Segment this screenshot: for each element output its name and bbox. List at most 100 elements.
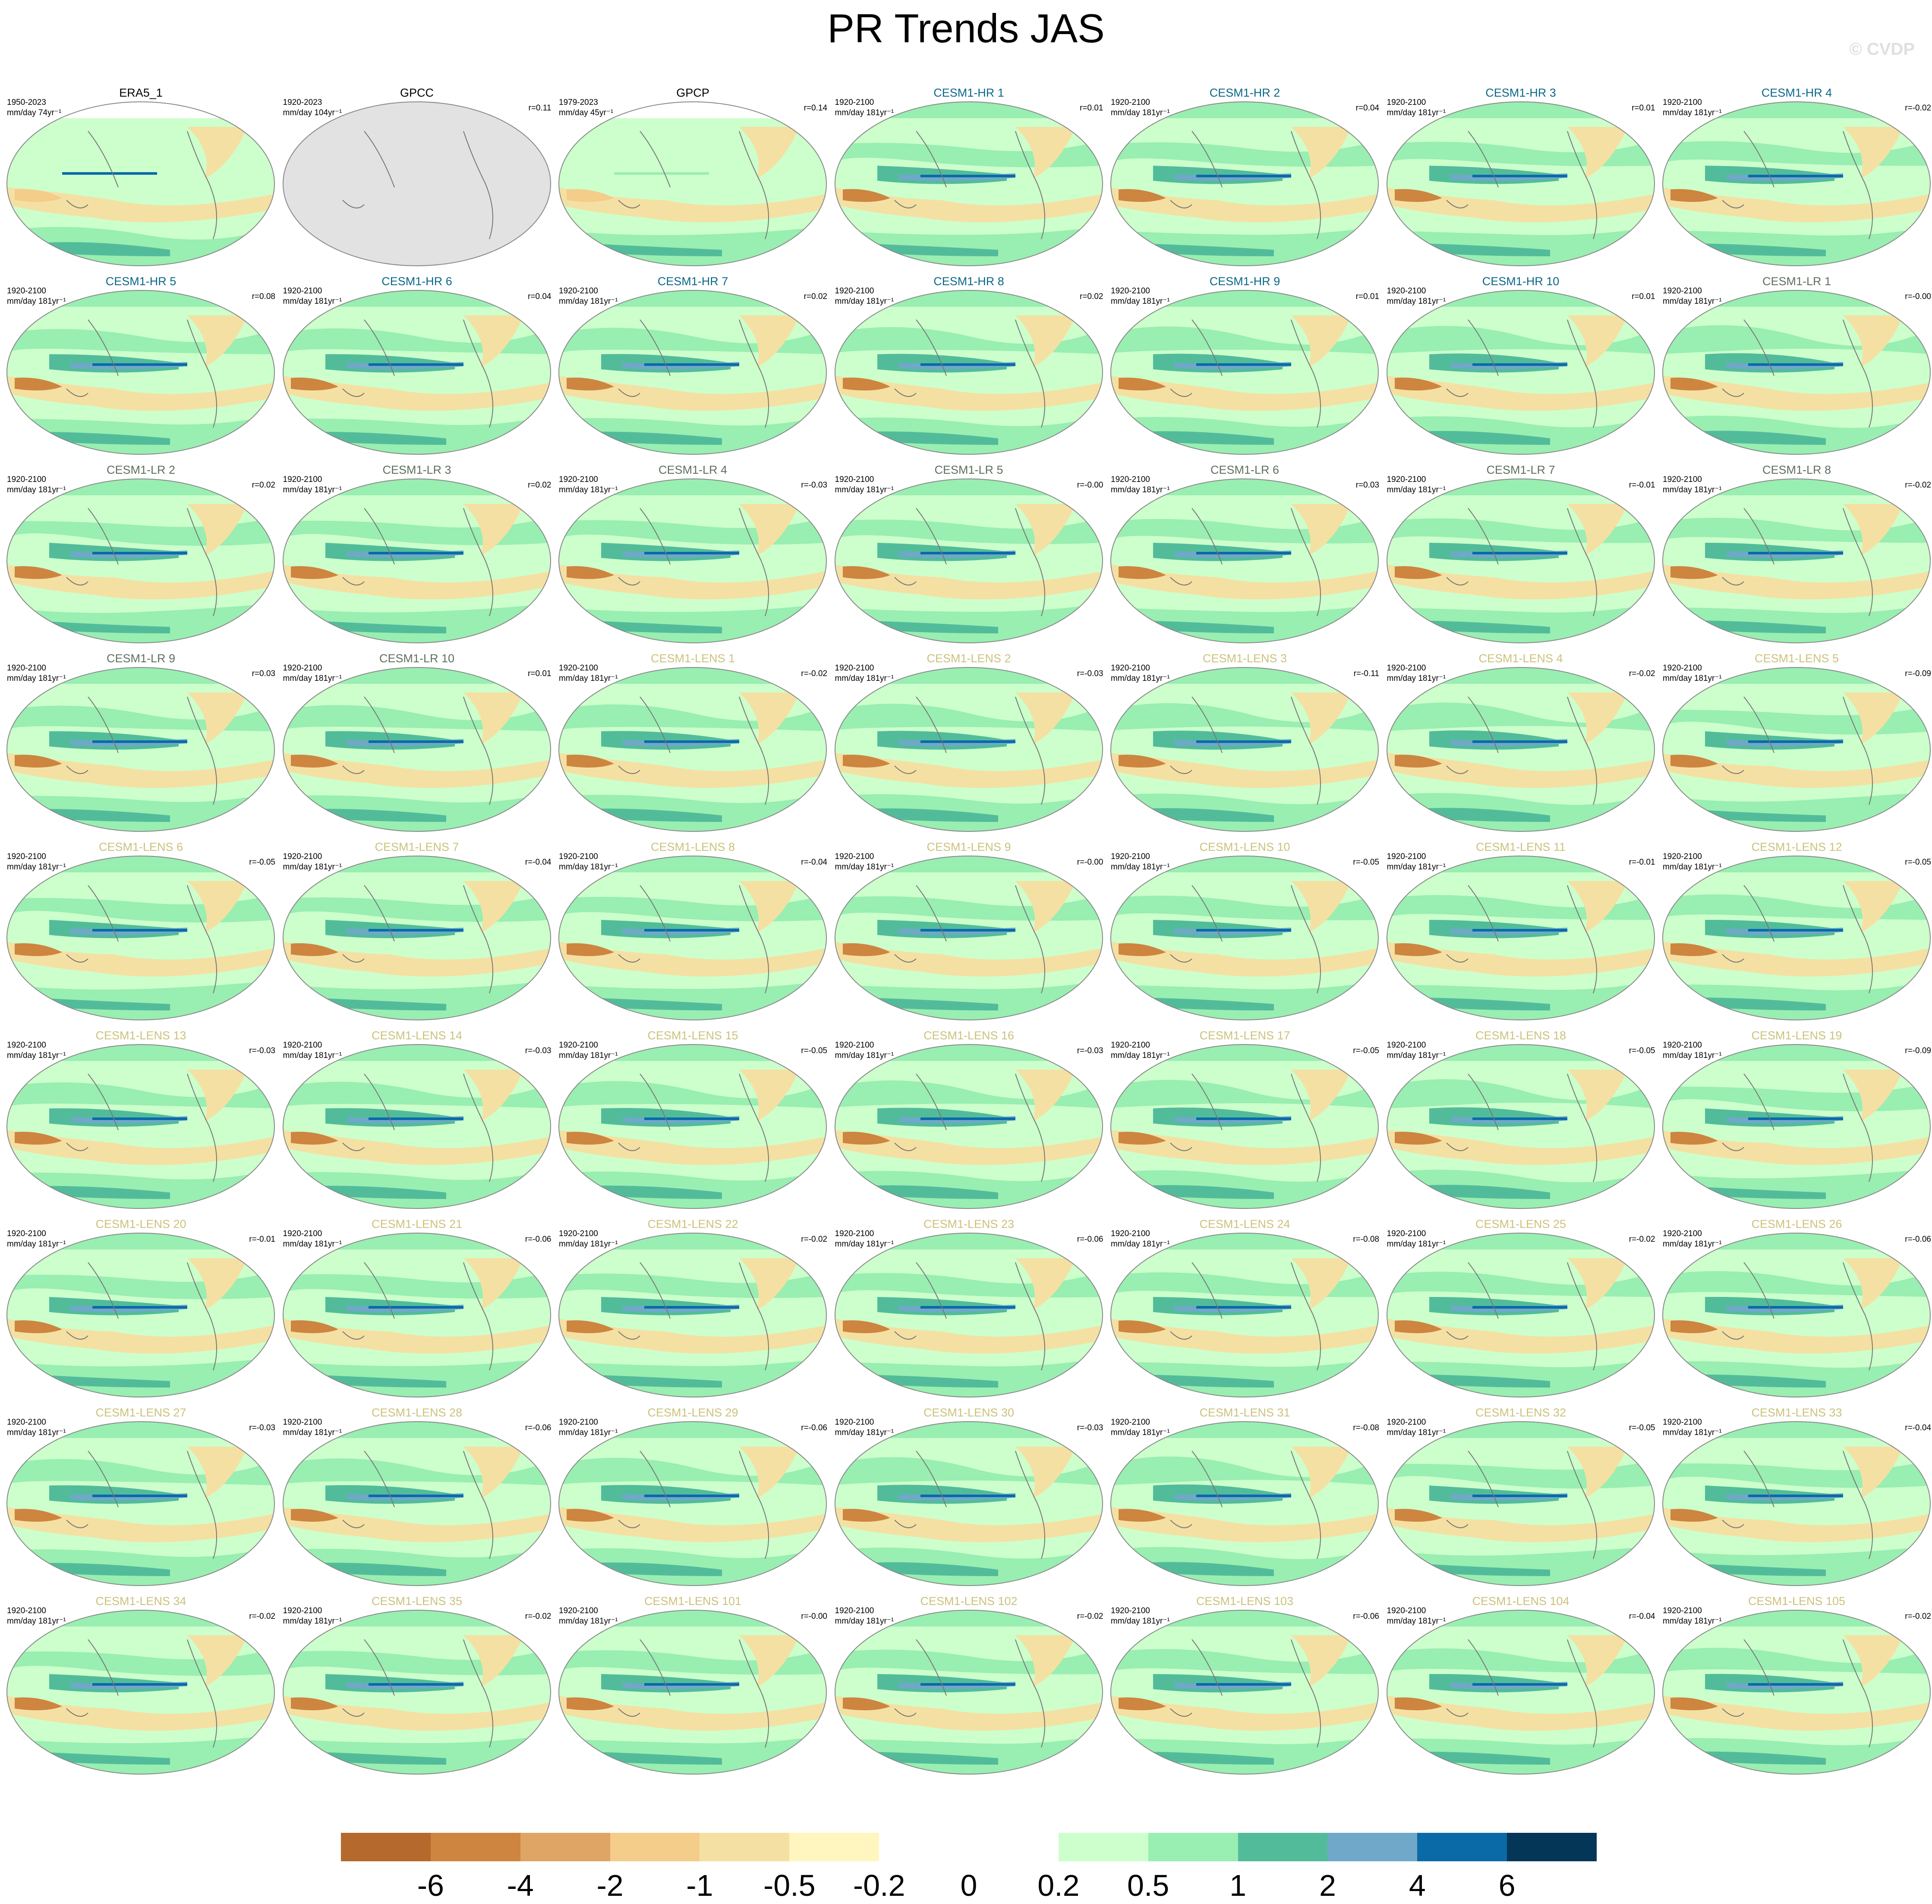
panel-period: 1920-2100 (1663, 475, 1702, 484)
panel-title: CESM1-LENS 35 (371, 1595, 463, 1608)
colorbar-tick-label: 1 (1229, 1869, 1247, 1902)
panel-period: 1920-2100 (559, 664, 598, 673)
panel-title: CESM1-LR 3 (382, 463, 451, 476)
map-panel: CESM1-LENS 5 1920-2100 mm/day 181yr⁻¹ r=… (1662, 652, 1932, 837)
map-panel: GPCC 1920-2023 mm/day 104yr⁻¹ r=0.11 (282, 86, 554, 272)
panel-title: CESM1-LR 4 (658, 463, 728, 476)
panel-units: mm/day 181yr⁻¹ (1663, 297, 1722, 306)
colorbar-tick-label: 0 (960, 1869, 977, 1902)
colorbar-box (341, 1833, 431, 1861)
panel-period: 1920-2100 (559, 1418, 598, 1427)
panel-title: CESM1-LENS 5 (1754, 652, 1839, 665)
panel-period: 1920-2100 (835, 664, 874, 673)
map-panel: CESM1-LENS 102 1920-2100 mm/day 181yr⁻¹ … (834, 1595, 1106, 1780)
pattern-correlation: r=-0.03 (801, 481, 827, 490)
colorbar-tick-label: 0.5 (1127, 1869, 1169, 1902)
panel-units: mm/day 181yr⁻¹ (1387, 485, 1446, 494)
map-panel: CESM1-LENS 25 1920-2100 mm/day 181yr⁻¹ r… (1386, 1218, 1658, 1403)
pattern-correlation: r=-0.00 (1077, 481, 1103, 490)
pattern-correlation: r=-0.06 (525, 1423, 552, 1432)
map-panel: CESM1-LR 6 1920-2100 mm/day 181yr⁻¹ r=0.… (1110, 463, 1382, 649)
panel-period: 1920-2100 (283, 286, 322, 296)
panel-title: CESM1-HR 9 (1209, 275, 1280, 288)
panel-title: CESM1-LENS 101 (644, 1595, 742, 1608)
panel-title: CESM1-HR 2 (1209, 86, 1280, 99)
panel-period: 1920-2100 (1387, 664, 1426, 673)
panel-period: 1920-2100 (1387, 1041, 1426, 1050)
panel-units: mm/day 181yr⁻¹ (559, 1428, 618, 1437)
panel-period: 1920-2100 (1111, 286, 1150, 296)
pattern-correlation: r=-0.04 (801, 858, 827, 867)
panel-period: 1920-2100 (7, 1229, 46, 1238)
precip-trend-map (1386, 1610, 1655, 1775)
precip-trend-map (1662, 101, 1931, 266)
colorbar-tick-label: 6 (1498, 1869, 1516, 1902)
pattern-correlation: r=-0.09 (1905, 669, 1931, 678)
panel-units: mm/day 181yr⁻¹ (835, 674, 894, 683)
map-panel: CESM1-LENS 104 1920-2100 mm/day 181yr⁻¹ … (1386, 1595, 1658, 1780)
panel-title: CESM1-LENS 21 (371, 1218, 463, 1231)
panel-period: 1920-2100 (283, 664, 322, 673)
panel-title: CESM1-LENS 16 (923, 1029, 1015, 1042)
pattern-correlation: r=0.01 (1632, 292, 1655, 301)
panel-units: mm/day 181yr⁻¹ (1663, 485, 1722, 494)
map-panel: CESM1-LENS 28 1920-2100 mm/day 181yr⁻¹ r… (282, 1406, 554, 1592)
map-panel: CESM1-LR 4 1920-2100 mm/day 181yr⁻¹ r=-0… (558, 463, 830, 649)
pattern-correlation: r=-0.02 (801, 669, 827, 678)
pattern-correlation: r=-0.04 (1629, 1612, 1655, 1621)
panel-title: CESM1-LENS 28 (371, 1406, 463, 1419)
map-panel: CESM1-LENS 21 1920-2100 mm/day 181yr⁻¹ r… (282, 1218, 554, 1403)
map-panel: CESM1-LR 10 1920-2100 mm/day 181yr⁻¹ r=0… (282, 652, 554, 837)
panel-units: mm/day 181yr⁻¹ (283, 1428, 342, 1437)
precip-trend-map (1386, 1044, 1655, 1209)
pattern-correlation: r=-0.06 (525, 1235, 552, 1244)
precip-trend-map (1386, 856, 1655, 1020)
panel-period: 1920-2100 (835, 1041, 874, 1050)
panel-units: mm/day 181yr⁻¹ (1111, 674, 1170, 683)
precip-trend-map (282, 1610, 551, 1775)
map-panel: CESM1-LENS 105 1920-2100 mm/day 181yr⁻¹ … (1662, 1595, 1932, 1780)
map-panel: CESM1-LENS 9 1920-2100 mm/day 181yr⁻¹ r=… (834, 840, 1106, 1026)
panel-units: mm/day 104yr⁻¹ (283, 108, 342, 117)
map-panel: CESM1-HR 2 1920-2100 mm/day 181yr⁻¹ r=0.… (1110, 86, 1382, 272)
panel-title: CESM1-LENS 4 (1478, 652, 1563, 665)
panel-title: CESM1-LENS 34 (95, 1595, 186, 1608)
precip-trend-map (1386, 478, 1655, 643)
colorbar (341, 1833, 1597, 1861)
panel-period: 1920-2100 (283, 1606, 322, 1615)
precip-trend-map (1386, 1233, 1655, 1397)
panel-period: 1920-2100 (835, 475, 874, 484)
panel-period: 1920-2100 (1663, 664, 1702, 673)
panel-units: mm/day 181yr⁻¹ (1663, 1428, 1722, 1437)
precip-trend-map (282, 1044, 551, 1209)
precip-trend-map (1386, 667, 1655, 832)
panel-period: 1920-2100 (1111, 475, 1150, 484)
panel-units: mm/day 181yr⁻¹ (283, 1617, 342, 1626)
panel-period: 1920-2100 (1111, 1606, 1150, 1615)
panel-period: 1920-2100 (1663, 852, 1702, 861)
precip-trend-map (6, 290, 275, 455)
panel-period: 1920-2100 (1663, 1606, 1702, 1615)
pattern-correlation: r=-0.06 (1905, 1235, 1931, 1244)
panel-period: 1920-2100 (1663, 98, 1702, 107)
panel-period: 1920-2100 (7, 664, 46, 673)
precip-trend-map (1662, 856, 1931, 1020)
colorbar-tick-label: 2 (1319, 1869, 1336, 1902)
panel-period: 1920-2100 (559, 286, 598, 296)
precip-trend-map (1662, 667, 1931, 832)
precip-trend-map (834, 478, 1103, 643)
colorbar-box (610, 1833, 700, 1861)
panel-title: CESM1-LR 1 (1762, 275, 1831, 288)
panel-units: mm/day 181yr⁻¹ (283, 297, 342, 306)
map-panel: CESM1-LENS 31 1920-2100 mm/day 181yr⁻¹ r… (1110, 1406, 1382, 1592)
pattern-correlation: r=-0.05 (249, 858, 275, 867)
panel-title: CESM1-LENS 25 (1475, 1218, 1566, 1231)
precip-trend-map (1110, 101, 1379, 266)
panel-period: 1920-2100 (835, 98, 874, 107)
precip-trend-map (1110, 1421, 1379, 1586)
panel-units: mm/day 181yr⁻¹ (835, 485, 894, 494)
colorbar-box (1238, 1833, 1328, 1861)
pattern-correlation: r=-0.03 (1077, 1046, 1103, 1055)
panel-title: CESM1-LR 7 (1486, 463, 1555, 476)
colorbar-tick-label: -0.5 (763, 1869, 816, 1902)
